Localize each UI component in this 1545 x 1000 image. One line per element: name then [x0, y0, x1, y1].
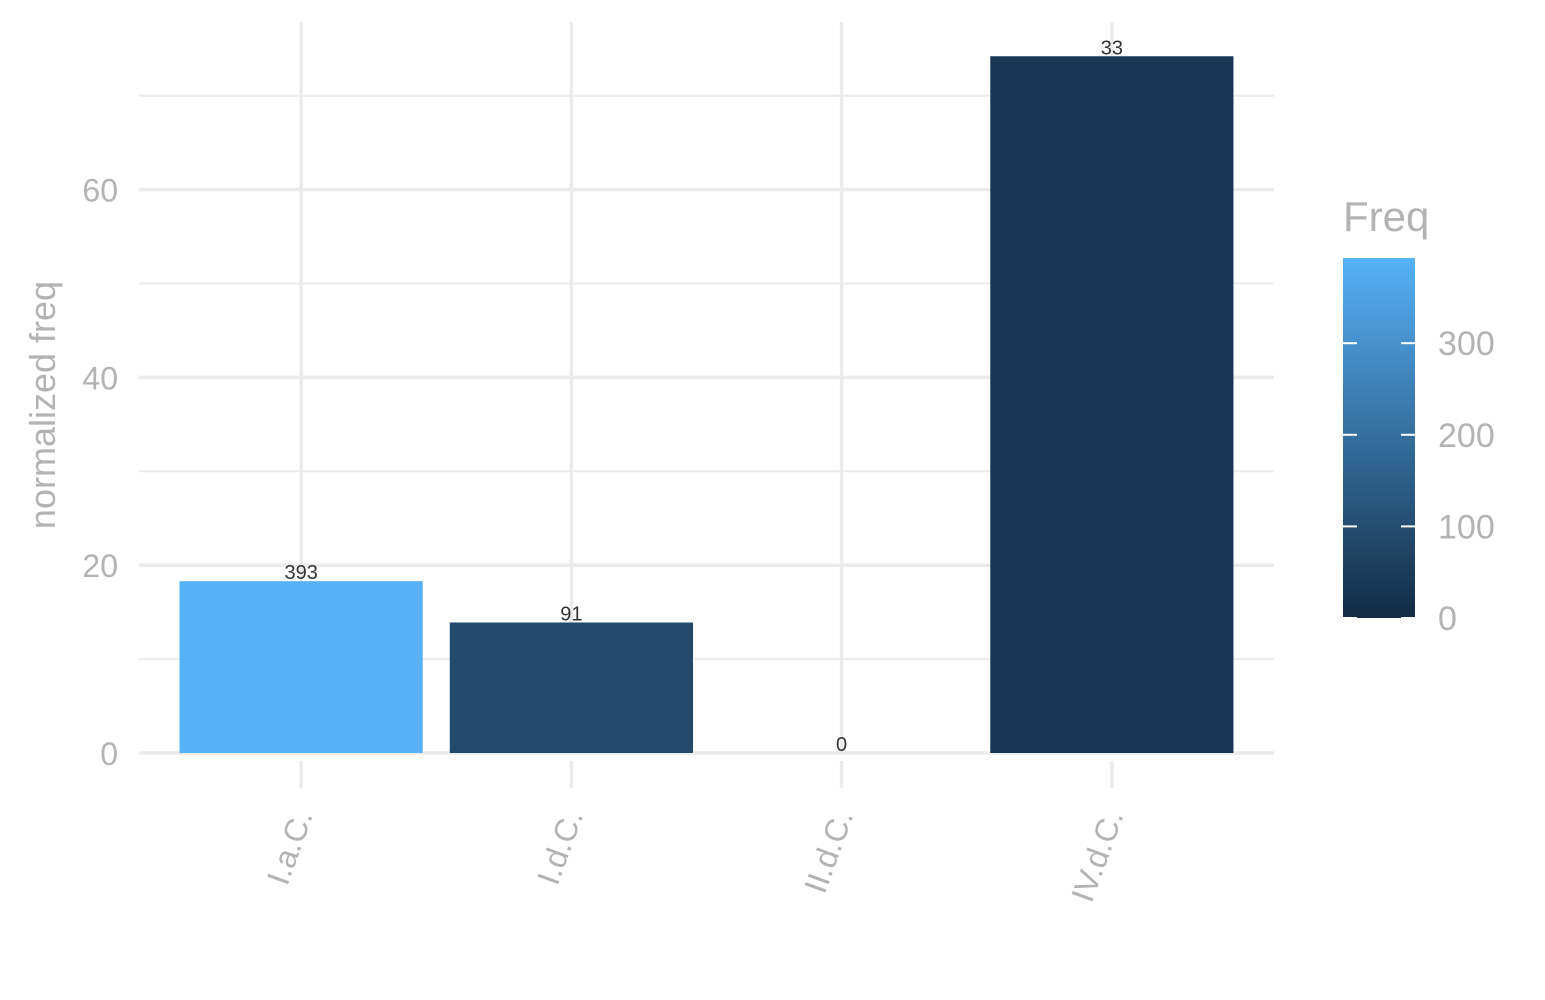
color-legend: Freq 0 100 200 300	[1343, 193, 1495, 638]
x-tick-label: I.d.C.	[530, 805, 590, 889]
y-tick-label: 60	[82, 173, 118, 209]
legend-title: Freq	[1343, 193, 1429, 240]
y-axis-title: normalized freq	[22, 281, 63, 529]
y-tick-label: 0	[100, 736, 118, 772]
bar-value-label: 0	[836, 734, 847, 756]
legend-colorbar	[1343, 258, 1415, 618]
legend-tick-label: 100	[1438, 508, 1495, 546]
x-tick-label: II.d.C.	[797, 805, 860, 898]
x-tick-label: IV.d.C.	[1064, 805, 1130, 906]
legend-tick-label: 0	[1438, 600, 1457, 638]
legend-ticks: 0 100 200 300	[1343, 325, 1495, 638]
bar	[449, 622, 693, 753]
bars	[179, 56, 1234, 753]
y-tick-label: 40	[82, 360, 118, 396]
bar	[179, 581, 423, 753]
legend-tick-label: 300	[1438, 325, 1495, 363]
bar-value-label: 33	[1101, 37, 1123, 59]
x-axis-ticks: I.a.C. I.d.C. II.d.C. IV.d.C.	[260, 761, 1130, 907]
legend-tick-label: 200	[1438, 417, 1495, 455]
y-tick-label: 20	[82, 548, 118, 584]
y-axis-ticks: 0 20 40 60	[82, 173, 118, 772]
bar-value-label: 91	[560, 603, 582, 625]
x-tick-label: I.a.C.	[260, 805, 320, 889]
bar-value-label: 393	[284, 562, 317, 584]
bar-labels: 393 91 0 33	[284, 37, 1123, 756]
bar	[990, 56, 1234, 753]
